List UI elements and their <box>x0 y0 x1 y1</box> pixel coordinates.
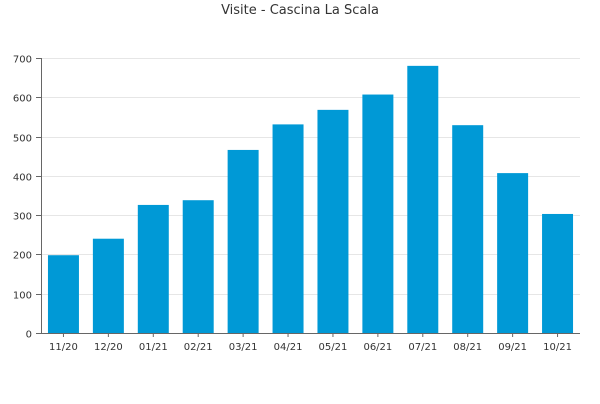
chart-title: Visite - Cascina La Scala <box>221 3 379 18</box>
y-tick-label: 400 <box>13 173 32 184</box>
y-tick-labels: 0 100 200 300 400 500 600 700 <box>13 55 32 341</box>
x-tick-label: 09/21 <box>498 342 527 353</box>
x-tick-label: 08/21 <box>453 342 482 353</box>
bar <box>317 109 349 333</box>
bar <box>497 173 529 333</box>
y-tick-label: 600 <box>13 94 32 105</box>
bars <box>47 65 574 334</box>
axes <box>36 58 580 337</box>
y-tick-label: 200 <box>13 251 32 262</box>
bar <box>137 204 169 333</box>
bar <box>47 255 79 333</box>
bar <box>272 124 304 333</box>
bar <box>542 213 574 333</box>
bar <box>452 125 484 334</box>
x-tick-label: 12/20 <box>94 342 123 353</box>
bar <box>362 94 394 333</box>
x-tick-label: 06/21 <box>363 342 392 353</box>
x-tick-label: 03/21 <box>229 342 258 353</box>
x-tick-label: 02/21 <box>184 342 213 353</box>
x-tick-label: 04/21 <box>274 342 303 353</box>
y-tick-label: 0 <box>26 330 32 341</box>
bar <box>182 200 214 333</box>
x-tick-label: 10/21 <box>543 342 572 353</box>
x-tick-labels: 11/20 12/20 01/21 02/21 03/21 04/21 05/21 06/21… <box>49 342 572 353</box>
bar <box>407 65 439 334</box>
bar <box>227 149 259 333</box>
bar <box>92 238 124 333</box>
y-tick-label: 700 <box>13 55 32 66</box>
y-tick-label: 500 <box>13 134 32 145</box>
grid-lines <box>41 58 580 295</box>
x-tick-label: 01/21 <box>139 342 168 353</box>
x-tick-label: 05/21 <box>319 342 348 353</box>
x-tick-label: 11/20 <box>49 342 78 353</box>
y-tick-label: 300 <box>13 212 32 223</box>
y-tick-label: 100 <box>13 291 32 302</box>
x-tick-label: 07/21 <box>408 342 437 353</box>
